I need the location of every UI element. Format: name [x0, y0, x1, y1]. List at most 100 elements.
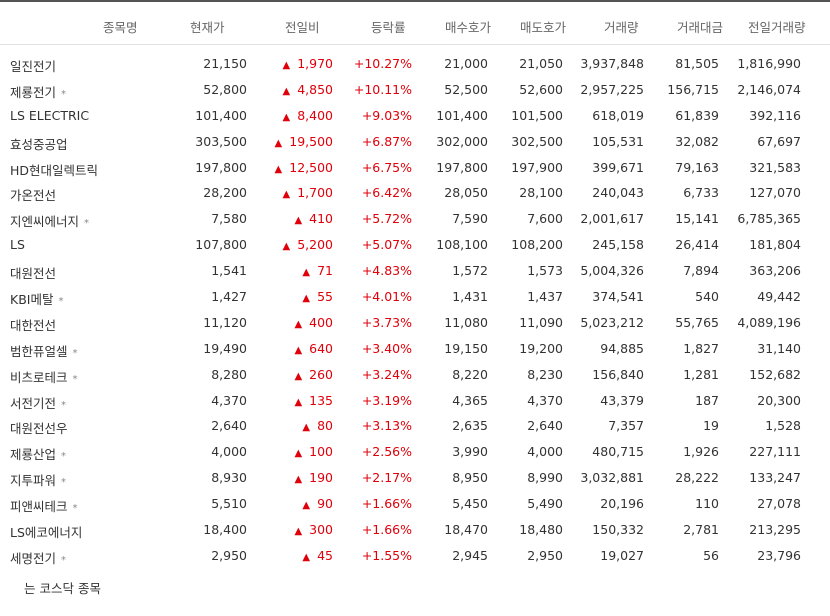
table-row[interactable]: 일진전기 21,150 ▲ 1,970 +10.27% 21,000 21,050 3,937…	[0, 50, 830, 76]
stock-name-text[interactable]: 비츠로테크	[10, 369, 68, 385]
stock-name-link[interactable]: 가온전선	[10, 185, 56, 204]
current-price: 303,500	[195, 133, 247, 149]
stock-name-link[interactable]: 범한퓨얼셀 *	[10, 341, 78, 360]
header-bid[interactable]: 매수호가	[445, 20, 492, 35]
kosdaq-marker: *	[72, 347, 78, 359]
table-row[interactable]: 제룡산업 * 4,000 ▲ 100 +2.56% 3,990 4,000 480,715 1,9…	[0, 438, 830, 464]
up-triangle-icon: ▲	[282, 189, 291, 201]
current-price: 1,541	[211, 263, 247, 279]
stock-name-link[interactable]: LS	[10, 237, 25, 252]
trade-volume: 2,957,225	[580, 81, 644, 97]
bid-price: 52,500	[444, 81, 488, 97]
table-row[interactable]: 피앤씨테크 * 5,510 ▲ 90 +1.66% 5,450 5,490 20,196 110 2…	[0, 490, 830, 516]
stock-name-link[interactable]: HD현대일렉트릭	[10, 160, 98, 179]
stock-name-link[interactable]: 서전기전 *	[10, 393, 66, 412]
stock-name-link[interactable]: 제룡전기 *	[10, 82, 66, 101]
header-ask[interactable]: 매도호가	[520, 20, 567, 35]
price-change-value: 12,500	[289, 159, 333, 175]
stock-name-text[interactable]: LS ELECTRIC	[10, 107, 90, 123]
table-row[interactable]: LS ELECTRIC 101,400 ▲ 8,400 +9.03% 101,400 101…	[0, 102, 830, 128]
table-row[interactable]: 효성중공업 303,500 ▲ 19,500 +6.87% 302,000 302,500 1…	[0, 128, 830, 154]
header-prev-volume[interactable]: 전일거래량	[748, 20, 806, 35]
table-row[interactable]: 서전기전 * 4,370 ▲ 135 +3.19% 4,365 4,370 43,379 187 2…	[0, 387, 830, 413]
table-row[interactable]: KBI메탈 * 1,427 ▲ 55 +4.01% 1,431 1,437 374,541 540…	[0, 283, 830, 309]
stock-name-link[interactable]: 피앤씨테크 *	[10, 496, 78, 515]
price-change: ▲ 90	[302, 496, 333, 511]
stock-name-link[interactable]: 비츠로테크 *	[10, 367, 78, 386]
bid-price: 108,100	[436, 237, 488, 253]
up-triangle-icon: ▲	[294, 448, 303, 460]
change-rate: +10.11%	[353, 81, 412, 97]
stock-name-text[interactable]: 세명전기	[10, 550, 57, 566]
stock-name-text[interactable]: LS에코에너지	[10, 525, 83, 541]
header-amount[interactable]: 거래대금	[677, 20, 724, 35]
ask-price: 2,640	[527, 418, 563, 434]
stock-name-text[interactable]: 일진전기	[10, 59, 57, 74]
change-rate: +2.17%	[361, 470, 412, 486]
up-triangle-icon: ▲	[302, 267, 311, 279]
stock-name-text[interactable]: 효성중공업	[10, 136, 68, 152]
stock-name-link[interactable]: 지엔씨에너지 *	[10, 211, 89, 230]
stock-name-text[interactable]: 대원전선우	[10, 421, 68, 437]
table-row[interactable]: 제룡전기 * 52,800 ▲ 4,850 +10.11% 52,500 52,600 2,95…	[0, 76, 830, 102]
trade-volume: 7,357	[608, 418, 644, 434]
table-row[interactable]: 대원전선 1,541 ▲ 71 +4.83% 1,572 1,573 5,004,326 7,8…	[0, 257, 830, 283]
stock-name-link[interactable]: 일진전기	[10, 56, 56, 75]
stock-name-link[interactable]: 세명전기 *	[10, 548, 66, 567]
table-row[interactable]: 가온전선 28,200 ▲ 1,700 +6.42% 28,050 28,100 240,04…	[0, 179, 830, 205]
stock-name-link[interactable]: LS에코에너지	[10, 522, 82, 541]
table-row[interactable]: 대원전선우 2,640 ▲ 80 +3.13% 2,635 2,640 7,357 19 1,52…	[0, 412, 830, 438]
price-change-value: 8,400	[297, 107, 333, 123]
current-price: 1,427	[211, 289, 247, 305]
table-row[interactable]: HD현대일렉트릭 197,800 ▲ 12,500 +6.75% 197,800 197,9…	[0, 154, 830, 180]
change-rate: +6.42%	[361, 185, 412, 201]
price-change: ▲ 410	[294, 211, 333, 226]
stock-name-link[interactable]: 대원전선	[10, 263, 56, 282]
current-price: 4,000	[211, 444, 247, 460]
stock-name-link[interactable]: 지투파워 *	[10, 470, 66, 489]
stock-name-text[interactable]: 범한퓨얼셀	[10, 343, 68, 359]
table-row[interactable]: LS 107,800 ▲ 5,200 +5.07% 108,100 108,200 245,1…	[0, 231, 830, 257]
stock-name-link[interactable]: 대한전선	[10, 315, 56, 334]
header-rate[interactable]: 등락률	[371, 20, 406, 35]
table-row[interactable]: 대한전선 11,120 ▲ 400 +3.73% 11,080 11,090 5,023,21…	[0, 309, 830, 335]
table-row[interactable]: LS에코에너지 18,400 ▲ 300 +1.66% 18,470 18,480 150,3…	[0, 516, 830, 542]
header-volume[interactable]: 거래량	[604, 20, 639, 35]
header-price[interactable]: 현재가	[190, 20, 225, 35]
prev-trade-volume: 27,078	[757, 496, 801, 512]
header-name[interactable]: 종목명	[103, 20, 138, 35]
stock-name-text[interactable]: 제룡전기	[10, 84, 57, 100]
stock-name-link[interactable]: KBI메탈 *	[10, 289, 63, 308]
stock-name-text[interactable]: 지투파워	[10, 473, 57, 489]
table-row[interactable]: 비츠로테크 * 8,280 ▲ 260 +3.24% 8,220 8,230 156,840 1,…	[0, 361, 830, 387]
stock-name-text[interactable]: 대원전선	[10, 266, 57, 282]
trade-volume: 2,001,617	[580, 211, 644, 227]
stock-name-link[interactable]: 효성중공업	[10, 134, 68, 153]
stock-name-text[interactable]: LS	[10, 237, 25, 253]
ask-price: 197,900	[511, 159, 563, 175]
table-row[interactable]: 세명전기 * 2,950 ▲ 45 +1.55% 2,945 2,950 19,027 56 23,…	[0, 542, 830, 568]
header-change[interactable]: 전일비	[285, 20, 320, 35]
stock-name-link[interactable]: LS ELECTRIC	[10, 108, 89, 123]
stock-name-text[interactable]: 제룡산업	[10, 447, 57, 463]
stock-name-text[interactable]: 지엔씨에너지	[10, 214, 80, 230]
trade-amount: 32,082	[675, 133, 719, 149]
current-price: 18,400	[203, 522, 247, 538]
table-row[interactable]: 지엔씨에너지 * 7,580 ▲ 410 +5.72% 7,590 7,600 2,001,61…	[0, 205, 830, 231]
table-row[interactable]: 지투파워 * 8,930 ▲ 190 +2.17% 8,950 8,990 3,032,881 2…	[0, 464, 830, 490]
prev-trade-volume: 1,816,990	[737, 56, 801, 71]
bid-price: 5,450	[452, 496, 488, 512]
table-row[interactable]: 범한퓨얼셀 * 19,490 ▲ 640 +3.40% 19,150 19,200 94,885…	[0, 335, 830, 361]
prev-trade-volume: 363,206	[749, 263, 801, 279]
stock-name-text[interactable]: 피앤씨테크	[10, 499, 68, 515]
stock-name-text[interactable]: 서전기전	[10, 395, 57, 411]
stock-name-link[interactable]: 대원전선우	[10, 418, 68, 437]
change-rate: +1.55%	[361, 547, 412, 563]
stock-name-link[interactable]: 제룡산업 *	[10, 444, 66, 463]
stock-name-text[interactable]: 가온전선	[10, 188, 57, 204]
stock-name-text[interactable]: HD현대일렉트릭	[10, 162, 99, 178]
stock-name-text[interactable]: 대한전선	[10, 317, 57, 333]
ask-price: 2,950	[527, 547, 563, 563]
up-triangle-icon: ▲	[282, 85, 291, 97]
stock-name-text[interactable]: KBI메탈	[10, 292, 54, 308]
